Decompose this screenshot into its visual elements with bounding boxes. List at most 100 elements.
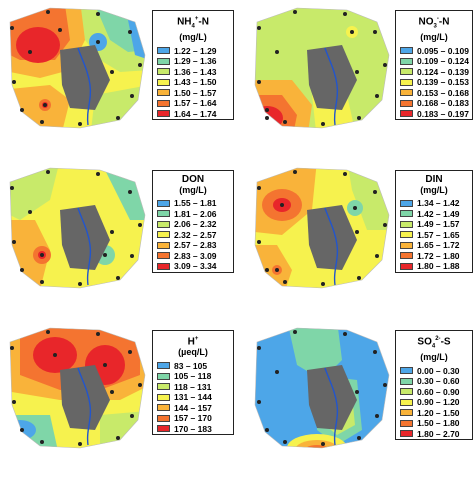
legend-swatch <box>157 68 170 76</box>
legend-swatch <box>400 231 413 239</box>
legend-row: 1.50 – 1.57 <box>153 87 233 98</box>
legend-range-label: 0.60 – 0.90 <box>417 386 460 397</box>
legend-swatch <box>157 231 170 239</box>
panel-so4-s: SO42--S (mg/L) 0.00 – 0.30 0.30 – 0.60 0.6… <box>237 320 474 480</box>
legend-nh4-n: NH4+-N (mg/L) 1.22 – 1.29 1.29 – 1.36 1.36… <box>152 10 234 120</box>
legend-range-label: 1.57 – 1.64 <box>174 98 217 109</box>
legend-row: 1.20 – 1.50 <box>396 407 472 418</box>
panel-h-plus: H+ (µeq/L) 83 – 105 105 – 118 118 – 131 131… <box>0 320 237 480</box>
legend-range-label: 131 – 144 <box>174 392 212 403</box>
legend-range-label: 1.80 – 2.70 <box>417 428 460 439</box>
legend-row: 3.09 – 3.34 <box>153 261 233 272</box>
legend-range-label: 157 – 170 <box>174 413 212 424</box>
legend-range-label: 3.09 – 3.34 <box>174 261 217 272</box>
legend-swatch <box>157 199 170 207</box>
legend-swatch <box>157 362 170 370</box>
legend-swatch <box>157 220 170 228</box>
legend-range-label: 105 – 118 <box>174 371 212 382</box>
legend-row: 1.81 – 2.06 <box>153 209 233 220</box>
legend-swatch <box>400 99 413 107</box>
legend-row: 0.183 – 0.197 <box>396 108 472 119</box>
legend-swatch <box>157 210 170 218</box>
legend-swatch <box>157 241 170 249</box>
panel-din: DIN (mg/L) 1.34 – 1.42 1.42 – 1.49 1.49 – … <box>237 160 474 320</box>
panel-nh4-n: NH4+-N (mg/L) 1.22 – 1.29 1.29 – 1.36 1.36… <box>0 0 237 160</box>
legend-swatch <box>400 68 413 76</box>
legend-row: 0.109 – 0.124 <box>396 56 472 67</box>
legend-row: 0.60 – 0.90 <box>396 386 472 397</box>
legend-row: 1.34 – 1.42 <box>396 198 472 209</box>
legend-swatch <box>400 89 413 97</box>
legend-row: 1.80 – 2.70 <box>396 428 472 439</box>
legend-swatch <box>157 414 170 422</box>
legend-row: 0.139 – 0.153 <box>396 77 472 88</box>
legend-swatch <box>157 47 170 55</box>
contour-map-so4-s <box>254 327 390 449</box>
legend-range-label: 1.22 – 1.29 <box>174 45 217 56</box>
contour-map-no3-n <box>254 7 390 129</box>
legend-row: 1.64 – 1.74 <box>153 108 233 119</box>
legend-swatch <box>400 367 413 375</box>
legend-swatch <box>157 78 170 86</box>
legend-row: 2.83 – 3.09 <box>153 251 233 262</box>
legend-don: DON (mg/L) 1.55 – 1.81 1.81 – 2.06 2.06 – … <box>152 170 234 273</box>
legend-swatch <box>157 89 170 97</box>
legend-swatch <box>157 393 170 401</box>
legend-row: 157 – 170 <box>153 413 233 424</box>
legend-row: 105 – 118 <box>153 371 233 382</box>
legend-row: 1.55 – 1.81 <box>153 198 233 209</box>
legend-range-label: 83 – 105 <box>174 360 208 371</box>
legend-range-label: 118 – 131 <box>174 381 212 392</box>
legend-range-label: 1.42 – 1.49 <box>417 208 460 219</box>
legend-unit: (mg/L) <box>420 32 448 43</box>
legend-swatch <box>400 78 413 86</box>
legend-row: 1.43 – 1.50 <box>153 77 233 88</box>
legend-row: 1.42 – 1.49 <box>396 209 472 220</box>
legend-row: 0.168 – 0.183 <box>396 98 472 109</box>
legend-range-label: 1.50 – 1.57 <box>174 87 217 98</box>
legend-so4-s: SO42--S (mg/L) 0.00 – 0.30 0.30 – 0.60 0.6… <box>395 330 473 440</box>
legend-range-label: 2.57 – 2.83 <box>174 240 217 251</box>
legend-row: 1.57 – 1.65 <box>396 230 472 241</box>
legend-range-label: 1.43 – 1.50 <box>174 77 217 88</box>
legend-range-label: 0.139 – 0.153 <box>417 77 469 88</box>
legend-no3-n: NO3--N (mg/L) 0.095 – 0.109 0.109 – 0.124… <box>395 10 473 120</box>
legend-swatch <box>157 383 170 391</box>
legend-swatch <box>400 262 413 270</box>
legend-swatch <box>157 57 170 65</box>
legend-range-label: 2.83 – 3.09 <box>174 250 217 261</box>
legend-swatch <box>400 430 413 438</box>
legend-range-label: 1.64 – 1.74 <box>174 108 217 119</box>
legend-title: DON <box>181 174 205 185</box>
legend-row: 1.36 – 1.43 <box>153 66 233 77</box>
legend-title: NH4+-N <box>177 16 209 30</box>
legend-range-label: 0.168 – 0.183 <box>417 98 469 109</box>
legend-unit: (mg/L) <box>420 185 448 195</box>
legend-range-label: 0.00 – 0.30 <box>417 365 460 376</box>
legend-swatch <box>157 404 170 412</box>
legend-swatch <box>400 419 413 427</box>
legend-row: 83 – 105 <box>153 360 233 371</box>
legend-din: DIN (mg/L) 1.34 – 1.42 1.42 – 1.49 1.49 – … <box>395 170 473 273</box>
legend-h-plus: H+ (µeq/L) 83 – 105 105 – 118 118 – 131 131… <box>152 330 234 435</box>
legend-row: 0.124 – 0.139 <box>396 66 472 77</box>
legend-range-label: 1.29 – 1.36 <box>174 56 217 67</box>
legend-row: 1.57 – 1.64 <box>153 98 233 109</box>
legend-swatch <box>157 110 170 118</box>
legend-swatch <box>400 220 413 228</box>
legend-swatch <box>400 377 413 385</box>
legend-row: 170 – 183 <box>153 423 233 434</box>
legend-swatch <box>400 57 413 65</box>
legend-row: 0.095 – 0.109 <box>396 45 472 56</box>
contour-map-din <box>254 167 390 289</box>
legend-range-label: 1.81 – 2.06 <box>174 208 217 219</box>
legend-row: 0.30 – 0.60 <box>396 376 472 387</box>
legend-title: SO42--S <box>417 336 451 350</box>
legend-row: 0.00 – 0.30 <box>396 365 472 376</box>
legend-row: 0.153 – 0.168 <box>396 87 472 98</box>
legend-row: 144 – 157 <box>153 402 233 413</box>
legend-swatch <box>157 262 170 270</box>
legend-range-label: 2.06 – 2.32 <box>174 219 217 230</box>
legend-unit: (mg/L) <box>179 185 207 195</box>
legend-swatch <box>400 210 413 218</box>
